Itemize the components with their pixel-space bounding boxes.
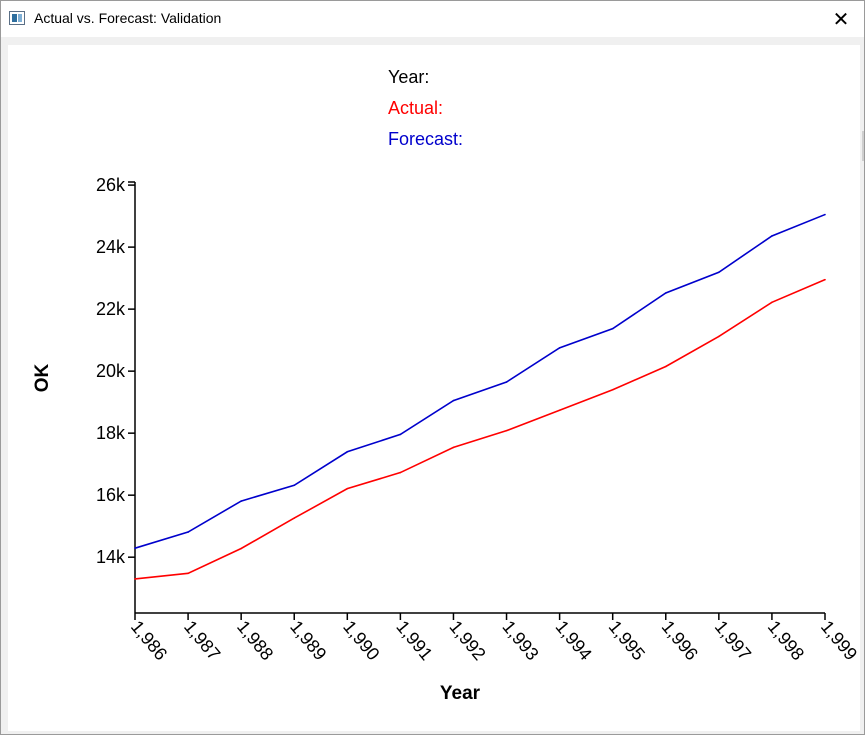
data-point-forecast [718, 271, 720, 274]
data-point-actual [664, 365, 667, 368]
window-title: Actual vs. Forecast: Validation [34, 10, 222, 26]
data-point-forecast [399, 433, 402, 436]
title-bar[interactable]: Actual vs. Forecast: Validation ✕ [1, 1, 864, 37]
x-tick-label: 1,995 [605, 617, 649, 664]
data-point-actual [346, 487, 349, 490]
data-point-forecast [452, 399, 455, 402]
close-button[interactable]: ✕ [818, 1, 864, 37]
data-point-forecast [134, 547, 136, 549]
chart-series [134, 213, 826, 580]
x-tick-label: 1,986 [127, 617, 171, 664]
chart-area: Year: Actual: Forecast: 14k 16k 18k 20k 22k 2… [8, 45, 860, 731]
y-tick-label: 26k [96, 175, 126, 195]
x-tick-label: 1,990 [339, 617, 383, 664]
y-tick-label: 14k [96, 547, 126, 567]
data-point-actual [558, 409, 561, 412]
x-tick-label: 1,997 [711, 617, 755, 664]
x-tick-label: 1,994 [552, 617, 596, 664]
x-tick-label: 1,992 [445, 617, 489, 664]
legend-forecast-label: Forecast: [388, 129, 464, 149]
window-edge [862, 131, 864, 161]
data-point-forecast [771, 235, 773, 237]
data-point-actual [718, 335, 720, 338]
data-point-forecast [558, 347, 561, 349]
legend-actual-label: Actual: [388, 98, 444, 118]
x-tick-label: 1,996 [658, 617, 702, 664]
data-point-actual [611, 388, 614, 391]
x-tick-label: 1,988 [233, 617, 277, 664]
y-axis-title: OK [32, 363, 53, 392]
data-point-forecast [611, 327, 614, 330]
x-tick-label: 1,993 [498, 617, 542, 664]
x-axis-title: Year [440, 683, 481, 704]
x-tick-label: 1,998 [764, 617, 808, 664]
chart-axes: 14k 16k 18k 20k 22k 24k 26k 1,986 1,987 1,988 1,98… [96, 175, 860, 664]
data-point-forecast [346, 450, 349, 453]
y-tick-label: 20k [96, 361, 126, 381]
data-point-actual [399, 471, 402, 474]
data-point-actual [771, 301, 773, 304]
data-point-actual [187, 572, 189, 575]
data-point-forecast [505, 381, 508, 383]
data-point-actual [824, 278, 826, 281]
series-line-forecast [134, 213, 826, 549]
x-tick-label: 1,987 [180, 617, 224, 664]
data-point-forecast [187, 531, 189, 533]
legend-year-label: Year: [388, 67, 430, 87]
close-icon: ✕ [832, 7, 850, 31]
data-point-forecast [240, 500, 242, 502]
data-point-actual [505, 429, 508, 432]
y-tick-label: 18k [96, 423, 126, 443]
data-point-actual [293, 517, 296, 519]
data-point-actual [134, 578, 136, 580]
x-tick-label: 1,999 [817, 617, 860, 664]
y-tick-label: 24k [96, 237, 126, 257]
data-point-actual [240, 547, 242, 550]
line-chart: 14k 16k 18k 20k 22k 24k 26k 1,986 1,987 1,988 1,98… [32, 175, 860, 704]
y-tick-label: 22k [96, 299, 126, 319]
x-tick-label: 1,989 [286, 617, 330, 664]
data-point-forecast [293, 484, 296, 487]
data-point-forecast [664, 292, 667, 294]
y-tick-label: 16k [96, 485, 126, 505]
legend: Year: Actual: Forecast: [388, 62, 463, 155]
window-app-icon [9, 11, 25, 25]
data-point-actual [452, 446, 455, 449]
x-tick-label: 1,991 [392, 617, 436, 664]
series-line-actual [134, 278, 826, 580]
data-point-forecast [824, 213, 826, 216]
